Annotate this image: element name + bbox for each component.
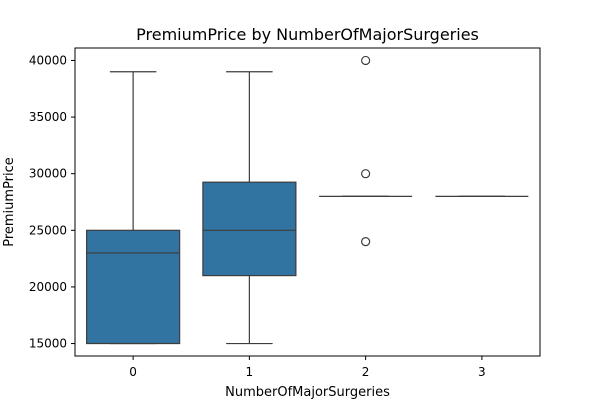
y-tick-label: 20000	[29, 280, 67, 294]
x-tick-label: 0	[129, 365, 137, 379]
box-group-1	[202, 71, 297, 345]
box-group-0	[86, 71, 181, 345]
plot-area: 15000 20000 25000 30000 35000 40000 0 1 2 3	[29, 53, 529, 379]
outlier-point	[361, 237, 371, 247]
y-tick-label: 40000	[29, 53, 67, 67]
y-axis-label: PremiumPrice	[2, 157, 17, 247]
y-tick-label: 15000	[29, 337, 67, 351]
outlier-point	[361, 55, 371, 66]
box-iqr	[86, 229, 181, 345]
axes-frame	[74, 47, 541, 357]
box-group-2	[319, 55, 413, 247]
x-tick-label: 3	[478, 365, 486, 379]
x-tick-label: 1	[246, 365, 254, 379]
x-tick-label: 2	[362, 365, 370, 379]
y-tick-label: 35000	[29, 110, 67, 124]
y-tick-label: 25000	[29, 223, 67, 237]
outlier-point	[361, 169, 371, 179]
chart-title: PremiumPrice by NumberOfMajorSurgeries	[136, 25, 479, 44]
box-iqr	[202, 181, 297, 277]
x-axis-label: NumberOfMajorSurgeries	[225, 385, 390, 400]
y-tick-label: 30000	[29, 167, 67, 181]
